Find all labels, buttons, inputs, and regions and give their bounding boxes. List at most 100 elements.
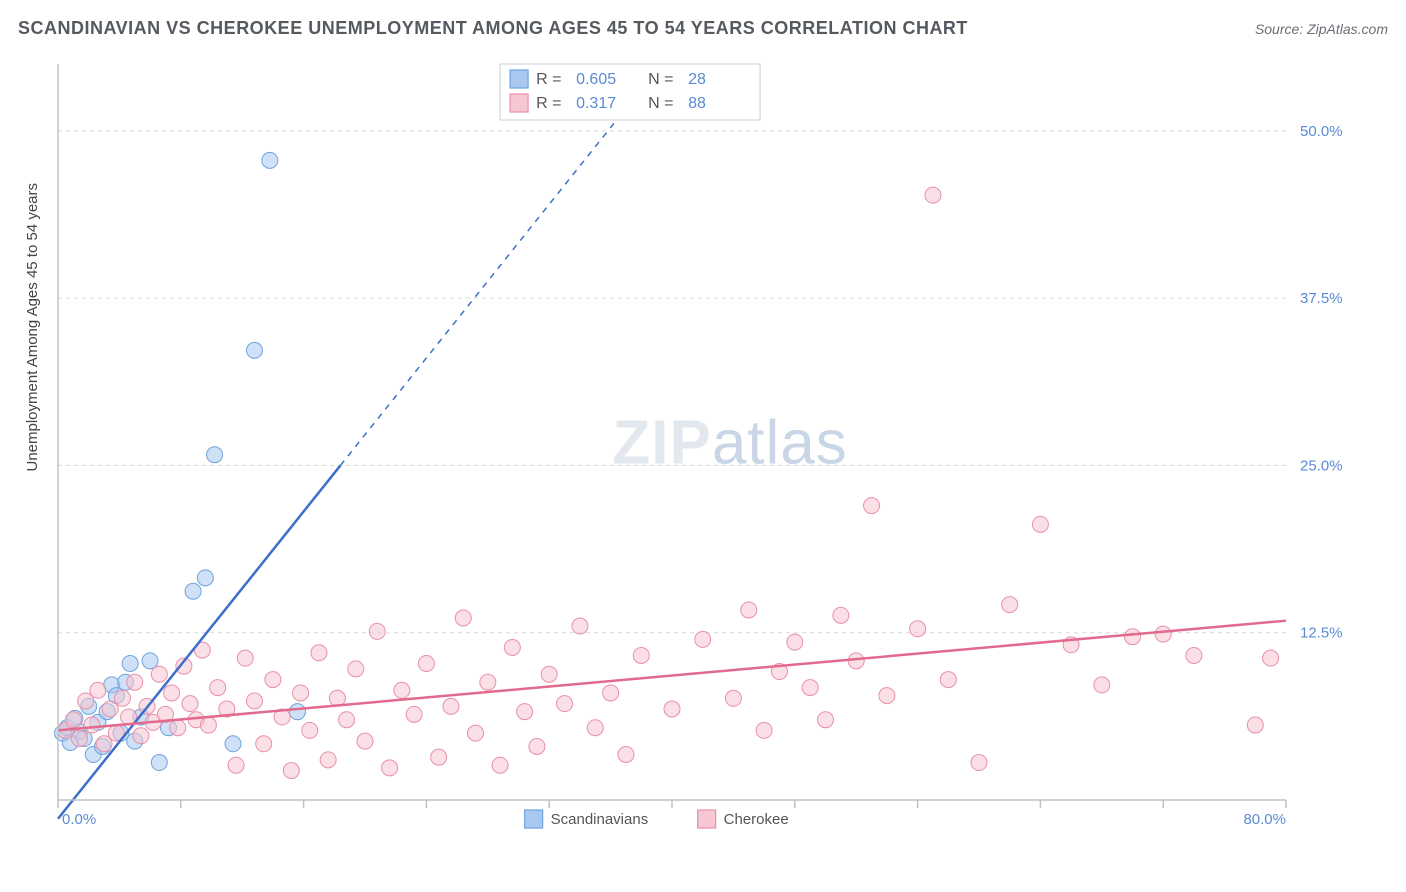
data-point (557, 696, 573, 712)
data-point (170, 720, 186, 736)
data-point (756, 722, 772, 738)
data-point (225, 736, 241, 752)
data-point (1032, 516, 1048, 532)
data-point (151, 755, 167, 771)
data-point (71, 730, 87, 746)
x-max-label: 80.0% (1243, 811, 1286, 828)
data-point (197, 570, 213, 586)
data-point (382, 760, 398, 776)
data-point (339, 712, 355, 728)
data-point (618, 747, 634, 763)
data-point (210, 680, 226, 696)
data-point (265, 672, 281, 688)
data-point (1125, 629, 1141, 645)
chart-title: SCANDINAVIAN VS CHEROKEE UNEMPLOYMENT AM… (18, 18, 968, 39)
data-point (84, 717, 100, 733)
data-point (1155, 626, 1171, 642)
legend-swatch (510, 70, 528, 88)
data-point (283, 763, 299, 779)
legend-swatch (698, 810, 716, 828)
legend: Scandinavians Cherokee (525, 810, 789, 828)
stats-r-label: R = (536, 95, 561, 112)
data-point (1263, 650, 1279, 666)
data-point (529, 738, 545, 754)
stats-n-label: N = (648, 71, 673, 88)
data-point (741, 602, 757, 618)
legend-swatch (510, 94, 528, 112)
stats-r-value: 0.605 (576, 71, 616, 88)
stats-n-value: 88 (688, 95, 706, 112)
data-point (910, 621, 926, 637)
data-point (256, 736, 272, 752)
stats-r-label: R = (536, 71, 561, 88)
data-point (357, 733, 373, 749)
stats-n-value: 28 (688, 71, 706, 88)
y-tick-label: 37.5% (1300, 290, 1343, 307)
source-label: Source: ZipAtlas.com (1255, 21, 1388, 37)
data-point (369, 623, 385, 639)
data-point (348, 661, 364, 677)
data-point (468, 725, 484, 741)
data-point (293, 685, 309, 701)
data-point (480, 674, 496, 690)
y-axis-label: Unemployment Among Ages 45 to 54 years (24, 183, 41, 472)
data-point (114, 690, 130, 706)
data-point (925, 187, 941, 203)
y-tick-label: 50.0% (1300, 123, 1343, 140)
data-point (603, 685, 619, 701)
stats-r-value: 0.317 (576, 95, 616, 112)
data-point (1186, 647, 1202, 663)
data-point (142, 653, 158, 669)
legend-label: Scandinavians (551, 811, 649, 828)
data-point (207, 447, 223, 463)
data-point (725, 690, 741, 706)
plot-area: 12.5% 25.0% 37.5% 50.0% ZIPatlas 0.0% 80.0% R =… (52, 58, 1356, 838)
trend-line-dashed (340, 64, 661, 465)
data-point (818, 712, 834, 728)
data-point (864, 498, 880, 514)
data-point (237, 650, 253, 666)
data-point (394, 682, 410, 698)
data-point (664, 701, 680, 717)
data-point (320, 752, 336, 768)
data-point (200, 717, 216, 733)
data-point (127, 674, 143, 690)
data-point (1247, 717, 1263, 733)
data-point (833, 607, 849, 623)
data-point (246, 693, 262, 709)
data-point (940, 672, 956, 688)
y-tick-label: 12.5% (1300, 625, 1343, 642)
data-point (431, 749, 447, 765)
watermark: ZIPatlas (612, 409, 847, 478)
data-point (695, 631, 711, 647)
data-point (633, 647, 649, 663)
data-point (587, 720, 603, 736)
data-point (90, 682, 106, 698)
data-point (517, 704, 533, 720)
data-point (504, 639, 520, 655)
data-point (971, 755, 987, 771)
data-point (122, 656, 138, 672)
legend-label: Cherokee (724, 811, 789, 828)
x-origin-label: 0.0% (62, 811, 96, 828)
data-point (443, 698, 459, 714)
y-tick-label: 25.0% (1300, 457, 1343, 474)
data-point (455, 610, 471, 626)
data-point (1094, 677, 1110, 693)
data-point (572, 618, 588, 634)
data-point (182, 696, 198, 712)
data-point (418, 656, 434, 672)
data-point (289, 704, 305, 720)
data-point (164, 685, 180, 701)
data-point (228, 757, 244, 773)
data-point (879, 688, 895, 704)
data-point (246, 342, 262, 358)
data-point (802, 680, 818, 696)
data-point (185, 583, 201, 599)
legend-swatch (525, 810, 543, 828)
data-point (65, 712, 81, 728)
stats-n-label: N = (648, 95, 673, 112)
data-point (541, 666, 557, 682)
data-point (1002, 597, 1018, 613)
data-point (151, 666, 167, 682)
